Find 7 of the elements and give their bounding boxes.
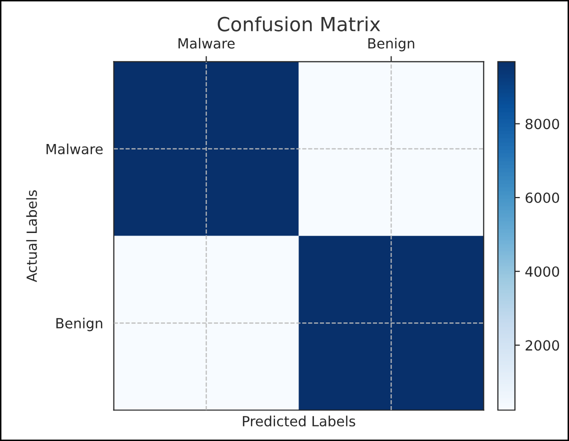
color-bar-label: 6000 bbox=[526, 192, 560, 204]
y-axis-title: Actual Labels bbox=[26, 190, 37, 282]
x-axis-title: Predicted Labels bbox=[242, 416, 356, 426]
chart-title: Confusion Matrix bbox=[218, 16, 380, 32]
color-bar-label: 4000 bbox=[525, 266, 560, 277]
color-bar-label: 8000 bbox=[526, 118, 560, 130]
color-bar-label: 2000 bbox=[526, 340, 560, 351]
